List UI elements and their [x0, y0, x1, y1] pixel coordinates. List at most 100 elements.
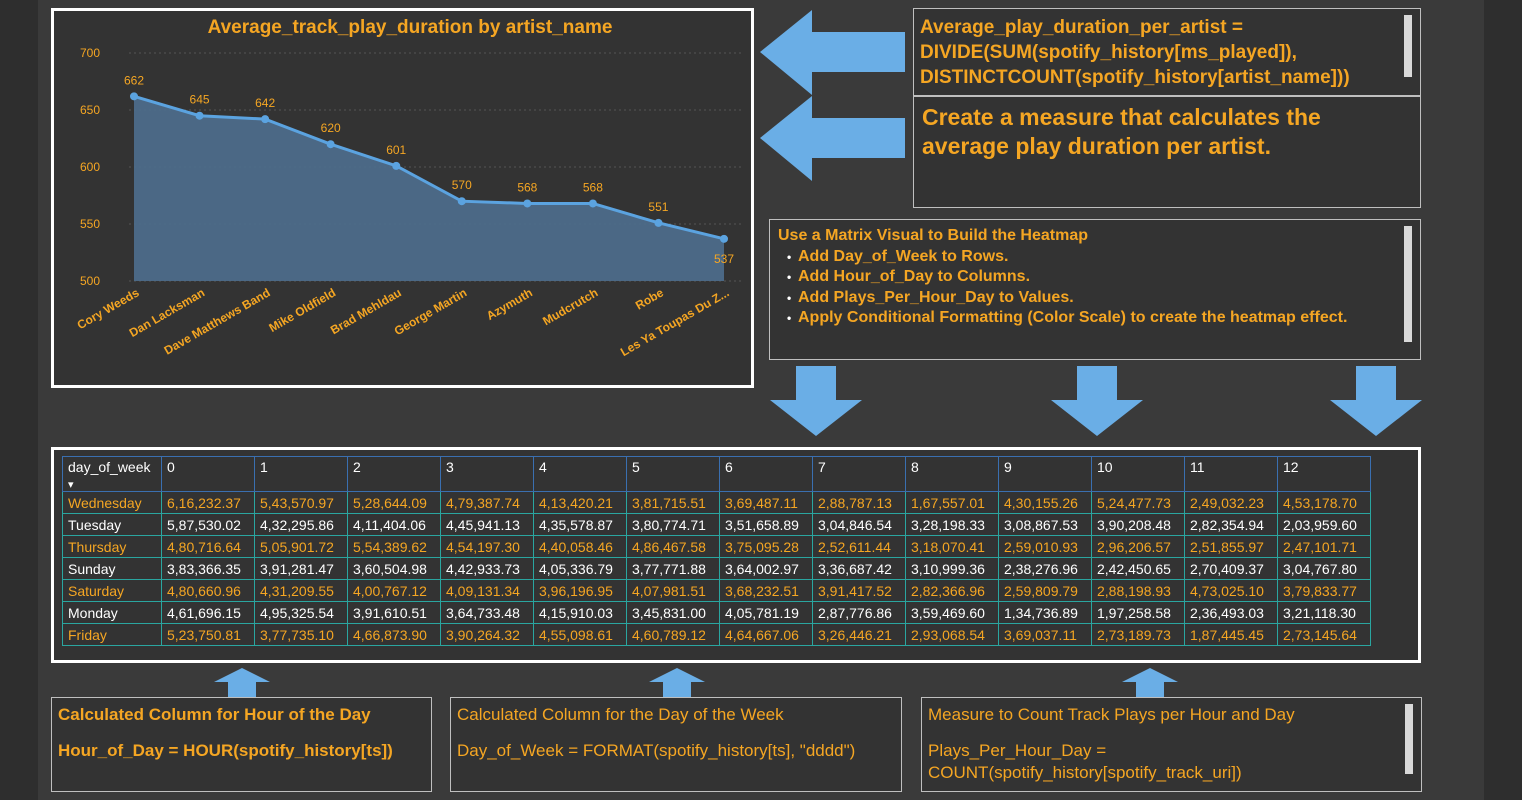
matrix-cell[interactable]: 4,86,467.58	[626, 535, 720, 558]
matrix-cell[interactable]: 4,15,910.03	[533, 601, 627, 624]
matrix-cell[interactable]: 4,35,578.87	[533, 513, 627, 536]
matrix-cell[interactable]: 4,66,873.90	[347, 623, 441, 646]
matrix-cell[interactable]: 4,60,789.12	[626, 623, 720, 646]
matrix-cell[interactable]: 1,67,557.01	[905, 491, 999, 514]
matrix-cell[interactable]: 4,53,178.70	[1277, 491, 1371, 514]
matrix-cell[interactable]: 4,79,387.74	[440, 491, 534, 514]
matrix-cell[interactable]: 2,88,198.93	[1091, 579, 1185, 602]
matrix-cell[interactable]: 3,04,846.54	[812, 513, 906, 536]
matrix-cell[interactable]: 3,69,487.11	[719, 491, 813, 514]
matrix-cell[interactable]: 3,80,774.71	[626, 513, 720, 536]
row-label-day[interactable]: Monday	[62, 601, 162, 624]
table-row[interactable]: Wednesday 6,16,232.37 5,43,570.97 5,28,644.…	[62, 491, 1371, 514]
matrix-cell[interactable]: 4,61,696.15	[161, 601, 255, 624]
matrix-cell[interactable]: 3,21,118.30	[1277, 601, 1371, 624]
matrix-cell[interactable]: 3,90,264.32	[440, 623, 534, 646]
scrollbar[interactable]	[1404, 226, 1412, 342]
matrix-cell[interactable]: 3,81,715.51	[626, 491, 720, 514]
matrix-cell[interactable]: 4,00,767.12	[347, 579, 441, 602]
matrix-cell[interactable]: 2,47,101.71	[1277, 535, 1371, 558]
measure-formula-box[interactable]: Average_play_duration_per_artist = DIVID…	[913, 8, 1421, 96]
matrix-cell[interactable]: 5,23,750.81	[161, 623, 255, 646]
matrix-cell[interactable]: 6,16,232.37	[161, 491, 255, 514]
column-header[interactable]: 12	[1277, 456, 1371, 492]
matrix-cell[interactable]: 4,31,209.55	[254, 579, 348, 602]
matrix-cell[interactable]: 4,42,933.73	[440, 557, 534, 580]
matrix-cell[interactable]: 2,38,276.96	[998, 557, 1092, 580]
measure-description-box[interactable]: Create a measure that calculates the ave…	[913, 96, 1421, 208]
column-header[interactable]: 3	[440, 456, 534, 492]
matrix-cell[interactable]: 5,54,389.62	[347, 535, 441, 558]
column-header[interactable]: 2	[347, 456, 441, 492]
column-header[interactable]: 11	[1184, 456, 1278, 492]
hour-of-day-box[interactable]: Calculated Column for Hour of the Day Ho…	[51, 697, 432, 792]
matrix-cell[interactable]: 1,87,445.45	[1184, 623, 1278, 646]
matrix-cell[interactable]: 2,73,189.73	[1091, 623, 1185, 646]
matrix-cell[interactable]: 4,64,667.06	[719, 623, 813, 646]
line-chart-panel[interactable]: Average_track_play_duration by artist_na…	[51, 8, 754, 388]
matrix-cell[interactable]: 3,60,504.98	[347, 557, 441, 580]
matrix-cell[interactable]: 4,40,058.46	[533, 535, 627, 558]
matrix-cell[interactable]: 4,55,098.61	[533, 623, 627, 646]
matrix-cell[interactable]: 3,90,208.48	[1091, 513, 1185, 536]
column-header[interactable]: 9	[998, 456, 1092, 492]
matrix-cell[interactable]: 5,87,530.02	[161, 513, 255, 536]
plays-per-hour-box[interactable]: Measure to Count Track Plays per Hour an…	[921, 697, 1422, 792]
matrix-cell[interactable]: 3,75,095.28	[719, 535, 813, 558]
matrix-cell[interactable]: 3,51,658.89	[719, 513, 813, 536]
row-header-day-of-week[interactable]: day_of_week ▾	[62, 456, 162, 492]
matrix-cell[interactable]: 3,64,733.48	[440, 601, 534, 624]
matrix-cell[interactable]: 3,77,771.88	[626, 557, 720, 580]
matrix-cell[interactable]: 4,05,336.79	[533, 557, 627, 580]
matrix-cell[interactable]: 3,68,232.51	[719, 579, 813, 602]
row-label-day[interactable]: Thursday	[62, 535, 162, 558]
column-header[interactable]: 8	[905, 456, 999, 492]
table-row[interactable]: Saturday 4,80,660.96 4,31,209.55 4,00,767.1…	[62, 579, 1371, 602]
column-header[interactable]: 6	[719, 456, 813, 492]
matrix-cell[interactable]: 5,05,901.72	[254, 535, 348, 558]
column-header[interactable]: 7	[812, 456, 906, 492]
matrix-cell[interactable]: 4,73,025.10	[1184, 579, 1278, 602]
matrix-cell[interactable]: 2,87,776.86	[812, 601, 906, 624]
column-header[interactable]: 4	[533, 456, 627, 492]
matrix-visual-panel[interactable]: day_of_week ▾ 0 1 2 3 4 5 6 7 8 9 10 11 …	[51, 447, 1421, 663]
matrix-cell[interactable]: 4,30,155.26	[998, 491, 1092, 514]
matrix-cell[interactable]: 3,79,833.77	[1277, 579, 1371, 602]
matrix-cell[interactable]: 4,54,197.30	[440, 535, 534, 558]
row-label-day[interactable]: Sunday	[62, 557, 162, 580]
matrix-cell[interactable]: 3,04,767.80	[1277, 557, 1371, 580]
matrix-cell[interactable]: 5,24,477.73	[1091, 491, 1185, 514]
day-of-week-box[interactable]: Calculated Column for the Day of the Wee…	[450, 697, 902, 792]
table-row[interactable]: Thursday 4,80,716.64 5,05,901.72 5,54,389.6…	[62, 535, 1371, 558]
matrix-cell[interactable]: 3,91,281.47	[254, 557, 348, 580]
scrollbar[interactable]	[1404, 15, 1412, 77]
matrix-cell[interactable]: 5,28,644.09	[347, 491, 441, 514]
sort-down-icon[interactable]: ▾	[68, 479, 74, 491]
matrix-cell[interactable]: 4,32,295.86	[254, 513, 348, 536]
matrix-cell[interactable]: 3,26,446.21	[812, 623, 906, 646]
column-header[interactable]: 5	[626, 456, 720, 492]
matrix-cell[interactable]: 3,64,002.97	[719, 557, 813, 580]
matrix-cell[interactable]: 3,96,196.95	[533, 579, 627, 602]
matrix-cell[interactable]: 2,51,855.97	[1184, 535, 1278, 558]
matrix-cell[interactable]: 3,77,735.10	[254, 623, 348, 646]
matrix-cell[interactable]: 4,45,941.13	[440, 513, 534, 536]
matrix-cell[interactable]: 2,88,787.13	[812, 491, 906, 514]
matrix-cell[interactable]: 3,91,610.51	[347, 601, 441, 624]
matrix-cell[interactable]: 2,49,032.23	[1184, 491, 1278, 514]
matrix-cell[interactable]: 4,13,420.21	[533, 491, 627, 514]
matrix-cell[interactable]: 3,18,070.41	[905, 535, 999, 558]
matrix-cell[interactable]: 2,96,206.57	[1091, 535, 1185, 558]
matrix-cell[interactable]: 4,95,325.54	[254, 601, 348, 624]
matrix-cell[interactable]: 1,97,258.58	[1091, 601, 1185, 624]
matrix-cell[interactable]: 2,73,145.64	[1277, 623, 1371, 646]
matrix-cell[interactable]: 4,80,660.96	[161, 579, 255, 602]
column-header[interactable]: 1	[254, 456, 348, 492]
table-row[interactable]: Monday 4,61,696.15 4,95,325.54 3,91,610.51 3…	[62, 601, 1371, 624]
row-label-day[interactable]: Wednesday	[62, 491, 162, 514]
matrix-cell[interactable]: 3,59,469.60	[905, 601, 999, 624]
table-row[interactable]: Friday 5,23,750.81 3,77,735.10 4,66,873.90 3…	[62, 623, 1371, 646]
matrix-cell[interactable]: 2,93,068.54	[905, 623, 999, 646]
row-label-day[interactable]: Friday	[62, 623, 162, 646]
table-row[interactable]: Tuesday 5,87,530.02 4,32,295.86 4,11,404.06…	[62, 513, 1371, 536]
